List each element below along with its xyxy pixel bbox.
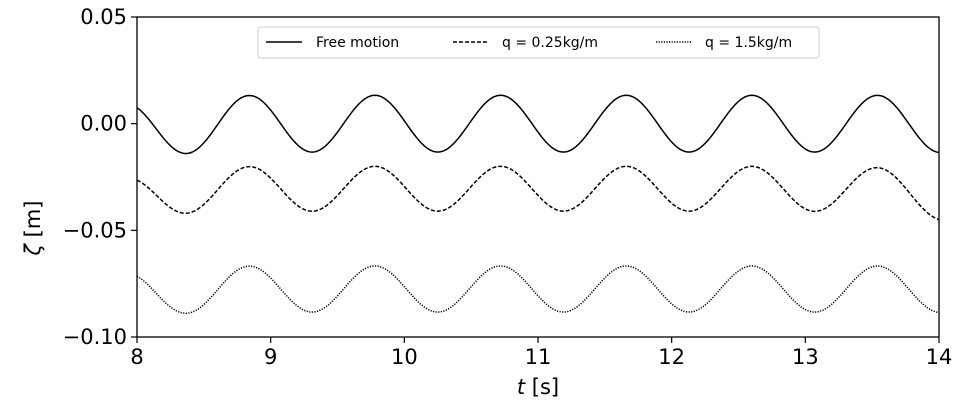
legend-label-2: q = 0.25kg/m — [502, 35, 598, 51]
x-axis-label-unit: [s] — [525, 375, 559, 399]
y-tick-label: −0.05 — [63, 218, 127, 242]
series-line-2 — [136, 165, 940, 221]
legend-box — [257, 26, 820, 59]
y-axis-label-var: ζ — [21, 242, 45, 256]
x-axis-label-var: t — [517, 375, 526, 399]
y-tick-label: 0.00 — [80, 112, 127, 136]
x-axis-label: t [s] — [517, 375, 559, 399]
x-tick-label: 11 — [525, 345, 552, 369]
y-axis-label-unit: [m] — [21, 201, 45, 245]
series-layer — [136, 94, 940, 314]
y-tick-label: 0.05 — [80, 5, 127, 29]
y-tick-label: −0.10 — [63, 325, 127, 349]
legend-label-3: q = 1.5kg/m — [705, 35, 792, 51]
x-tick-label: 13 — [792, 345, 819, 369]
series-line-1 — [136, 94, 940, 155]
x-tick-label: 9 — [264, 345, 277, 369]
axes-layer: 8 9 10 11 12 13 14 0.05 0.00 −0.05 −0.10 — [63, 5, 953, 369]
y-axis-label: ζ [m] — [21, 201, 45, 257]
x-tick-label: 14 — [926, 345, 953, 369]
series-line-3 — [136, 265, 940, 314]
legend-label-1: Free motion — [316, 35, 399, 51]
x-tick-label: 12 — [658, 345, 685, 369]
x-tick-label: 10 — [391, 345, 418, 369]
x-tick-label: 8 — [130, 345, 143, 369]
legend: Free motion q = 0.25kg/m q = 1.5kg/m — [257, 26, 820, 59]
